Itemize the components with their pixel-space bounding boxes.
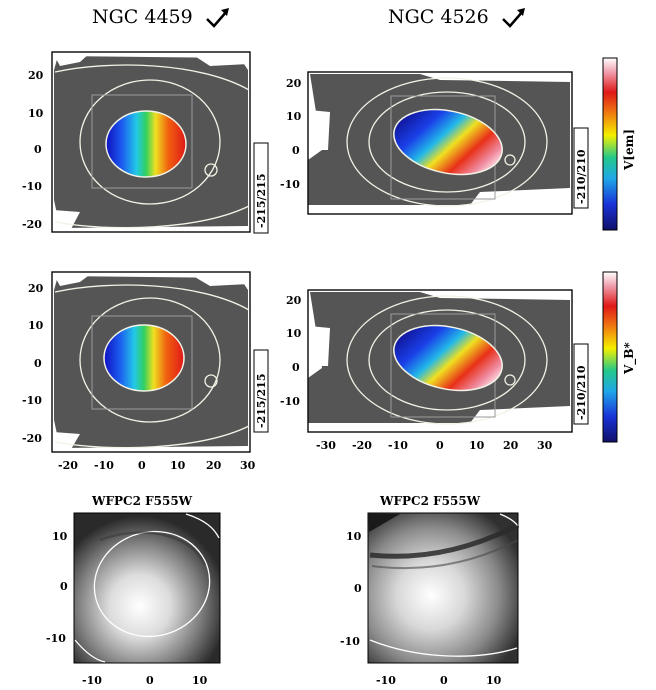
- orientation-arrow-icon: [205, 8, 229, 28]
- colorbar-top: V[em]: [602, 57, 636, 231]
- xtick: 10: [486, 674, 502, 687]
- ytick: 10: [28, 107, 44, 120]
- panel-ngc4459-velocity: -215/215 20 10 0 -10 -20: [22, 51, 269, 234]
- ytick: 10: [286, 110, 302, 123]
- colorbar-bottom: V_B*: [602, 271, 637, 443]
- panel-ngc4526-velocity: -210/210 20 10 0 -10: [280, 71, 589, 215]
- title-ngc4459: NGC 4459: [92, 6, 231, 29]
- ytick: -10: [280, 178, 300, 191]
- range-label-ngc4459-top: -215/215: [255, 173, 268, 228]
- ytick: 0: [292, 144, 300, 157]
- colorbar-bottom-label: V_B*: [622, 342, 637, 375]
- range-label-ngc4526-top: -210/210: [575, 149, 588, 204]
- range-label-ngc4526-bottom: -210/210: [575, 365, 588, 420]
- xtick: -20: [352, 439, 372, 452]
- xtick: 10: [170, 459, 186, 472]
- panel-ngc4459-stellar: -215/215 20 10 0 -10 -20 -20 -10 0 10 20…: [22, 271, 269, 472]
- xtick: 0: [138, 459, 146, 472]
- ytick: -10: [22, 394, 42, 407]
- ytick: -10: [280, 395, 300, 408]
- ytick: 10: [286, 327, 302, 340]
- panel-hst-ngc4459: WFPC2 F555W 10 0 -10 -10 0 10: [46, 494, 221, 687]
- ytick: 20: [286, 77, 302, 90]
- xtick: 30: [537, 439, 553, 452]
- ytick: -10: [340, 635, 360, 648]
- orientation-arrow-icon: [501, 8, 525, 28]
- xtick: 10: [192, 674, 208, 687]
- ytick: 0: [34, 357, 42, 370]
- title-ngc4526: NGC 4526: [388, 6, 527, 29]
- ytick: 0: [34, 143, 42, 156]
- xtick: 0: [146, 674, 154, 687]
- range-label-ngc4459-bottom: -215/215: [255, 373, 268, 428]
- hst-title-right: WFPC2 F555W: [379, 494, 481, 508]
- colorbar-top-label: V[em]: [622, 129, 636, 171]
- ytick: 10: [346, 530, 362, 543]
- hst-title-left: WFPC2 F555W: [91, 494, 193, 508]
- xtick: -10: [388, 439, 408, 452]
- ytick: 0: [354, 582, 362, 595]
- xtick: -20: [58, 459, 78, 472]
- xtick: 0: [440, 674, 448, 687]
- ytick: 0: [292, 361, 300, 374]
- ytick: 20: [28, 282, 44, 295]
- xtick: -30: [316, 439, 336, 452]
- xtick: 0: [436, 439, 444, 452]
- ytick: -10: [22, 180, 42, 193]
- xtick: 20: [503, 439, 519, 452]
- ytick: 20: [28, 69, 44, 82]
- panel-hst-ngc4526: WFPC2 F555W 10 0 -10 -10 0 10: [340, 494, 520, 687]
- xtick: -10: [94, 459, 114, 472]
- ytick: 20: [286, 294, 302, 307]
- xtick: -10: [376, 674, 396, 687]
- xtick: -10: [82, 674, 102, 687]
- panel-ngc4526-stellar: -210/210 20 10 0 -10 -30 -20 -10 0 10 20…: [280, 289, 589, 452]
- xtick: 20: [206, 459, 222, 472]
- title-ngc4459-text: NGC 4459: [92, 6, 193, 28]
- ytick: -10: [46, 632, 66, 645]
- xtick: 10: [469, 439, 485, 452]
- ytick: 10: [28, 319, 44, 332]
- ytick: -20: [22, 432, 42, 445]
- title-ngc4526-text: NGC 4526: [388, 6, 489, 28]
- xtick: 30: [240, 459, 256, 472]
- ytick: 10: [52, 530, 68, 543]
- ytick: 0: [60, 580, 68, 593]
- ytick: -20: [22, 218, 42, 231]
